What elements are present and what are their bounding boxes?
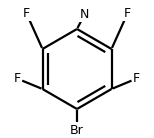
- Text: F: F: [133, 72, 140, 85]
- Text: F: F: [14, 72, 21, 85]
- Text: F: F: [124, 7, 131, 20]
- Text: Br: Br: [70, 124, 84, 137]
- Text: N: N: [80, 8, 89, 21]
- Text: F: F: [23, 7, 30, 20]
